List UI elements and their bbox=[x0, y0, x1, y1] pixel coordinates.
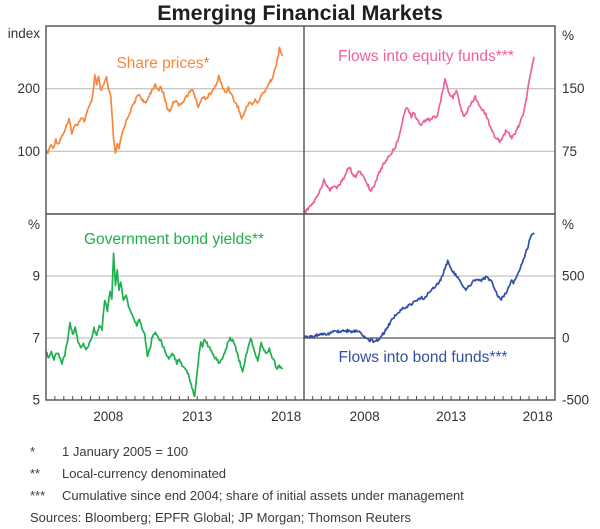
footnote-text: 1 January 2005 = 100 bbox=[62, 444, 189, 459]
footnote-marker: * bbox=[30, 444, 36, 459]
equity-fund-flows-line bbox=[303, 56, 536, 214]
y-axis-label: 7 bbox=[32, 331, 40, 346]
chart-title: Emerging Financial Markets bbox=[157, 1, 443, 25]
x-axis-label: 2013 bbox=[182, 409, 212, 424]
footnote-row: *** Cumulative since end 2004; share of … bbox=[30, 485, 592, 507]
x-axis-label: 2008 bbox=[350, 409, 380, 424]
chart-frame bbox=[45, 25, 556, 401]
chart-canvas: Share prices* index 200 100 Flows into equit… bbox=[8, 25, 589, 424]
share-prices-line bbox=[45, 46, 284, 155]
footnote-row: * 1 January 2005 = 100 bbox=[30, 441, 592, 463]
x-axis-label: 2018 bbox=[523, 409, 553, 424]
x-axis-label: 2013 bbox=[436, 409, 466, 424]
footnote-marker: *** bbox=[30, 488, 46, 503]
footnote-text: Cumulative since end 2004; share of init… bbox=[62, 488, 464, 503]
share-prices-label: Share prices* bbox=[116, 55, 209, 72]
y-axis-label: 200 bbox=[17, 81, 40, 96]
y-axis-label: -500 bbox=[562, 393, 589, 408]
axis-unit-label: % bbox=[28, 217, 40, 232]
y-axis-label: 500 bbox=[562, 269, 585, 284]
y-axis-label: 75 bbox=[562, 144, 577, 159]
axis-unit-label: index bbox=[8, 26, 41, 41]
x-axis-label: 2008 bbox=[93, 409, 123, 424]
y-axis-label: 0 bbox=[562, 331, 570, 346]
footnote-text: Local-currency denominated bbox=[62, 466, 227, 481]
y-axis-label: 150 bbox=[562, 81, 585, 96]
footnote-row: ** Local-currency denominated bbox=[30, 463, 592, 485]
axis-unit-label: % bbox=[562, 217, 574, 232]
y-axis-label: 100 bbox=[17, 144, 40, 159]
sources-line: Sources: Bloomberg; EPFR Global; JP Morg… bbox=[30, 510, 412, 525]
x-axis-label: 2018 bbox=[271, 409, 301, 424]
footnotes: * 1 January 2005 = 100 ** Local-currency… bbox=[30, 441, 592, 529]
y-axis-label: 5 bbox=[32, 393, 40, 408]
y-axis-label: 9 bbox=[32, 269, 40, 284]
bond-fund-flows-line bbox=[303, 232, 535, 344]
footnote-marker: ** bbox=[30, 466, 41, 481]
government-bond-yields-line bbox=[45, 252, 284, 398]
equity-fund-flows-label: Flows into equity funds*** bbox=[338, 48, 514, 65]
government-bond-yields-label: Government bond yields** bbox=[84, 231, 264, 248]
bond-fund-flows-label: Flows into bond funds*** bbox=[339, 349, 508, 366]
axis-unit-label: % bbox=[562, 28, 574, 43]
